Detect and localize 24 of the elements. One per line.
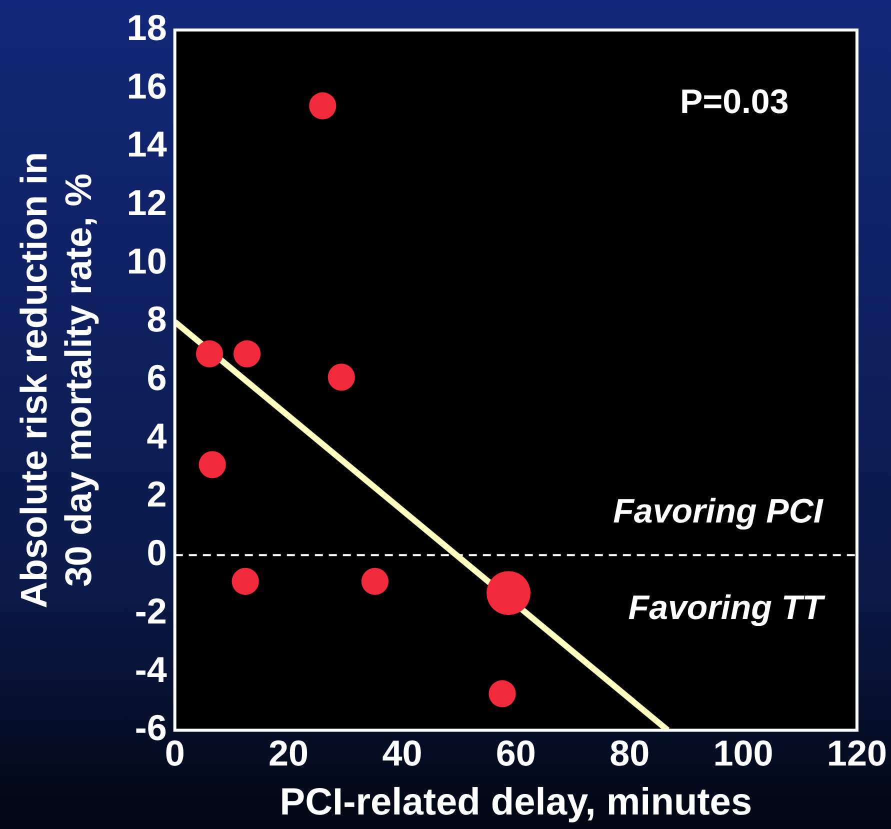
x-tick-label: 20 (268, 732, 309, 774)
y-tick-label: -2 (134, 590, 167, 632)
y-tick-label: 18 (126, 6, 167, 48)
y-axis-title: Absolute risk reduction in 30 day mortality rate, % (13, 152, 99, 608)
y-tick-label: 8 (146, 298, 167, 340)
x-axis-title: PCI-related delay, minutes (280, 782, 752, 824)
x-tick-label: 120 (826, 732, 888, 774)
x-tick-label: 60 (496, 732, 536, 774)
x-tick-label: 40 (382, 732, 422, 774)
annotation: Favoring TT (628, 589, 826, 628)
y-tick-label: 16 (126, 65, 167, 106)
annotation: Favoring PCI (613, 492, 824, 531)
y-tick-label: 6 (146, 357, 167, 398)
annotation: P=0.03 (680, 82, 789, 121)
x-tick-label: 100 (713, 732, 774, 774)
y-tick-label: 12 (126, 182, 167, 223)
y-tick-label: 10 (126, 240, 167, 282)
y-tick-label: 0 (146, 532, 167, 574)
y-tick-label: -4 (134, 648, 167, 690)
y-tick-label: 4 (146, 415, 167, 456)
x-tick-label: 80 (610, 732, 650, 774)
y-tick-label: 14 (126, 124, 167, 165)
y-tick-label: -6 (134, 707, 167, 748)
y-tick-label: 2 (146, 474, 167, 515)
